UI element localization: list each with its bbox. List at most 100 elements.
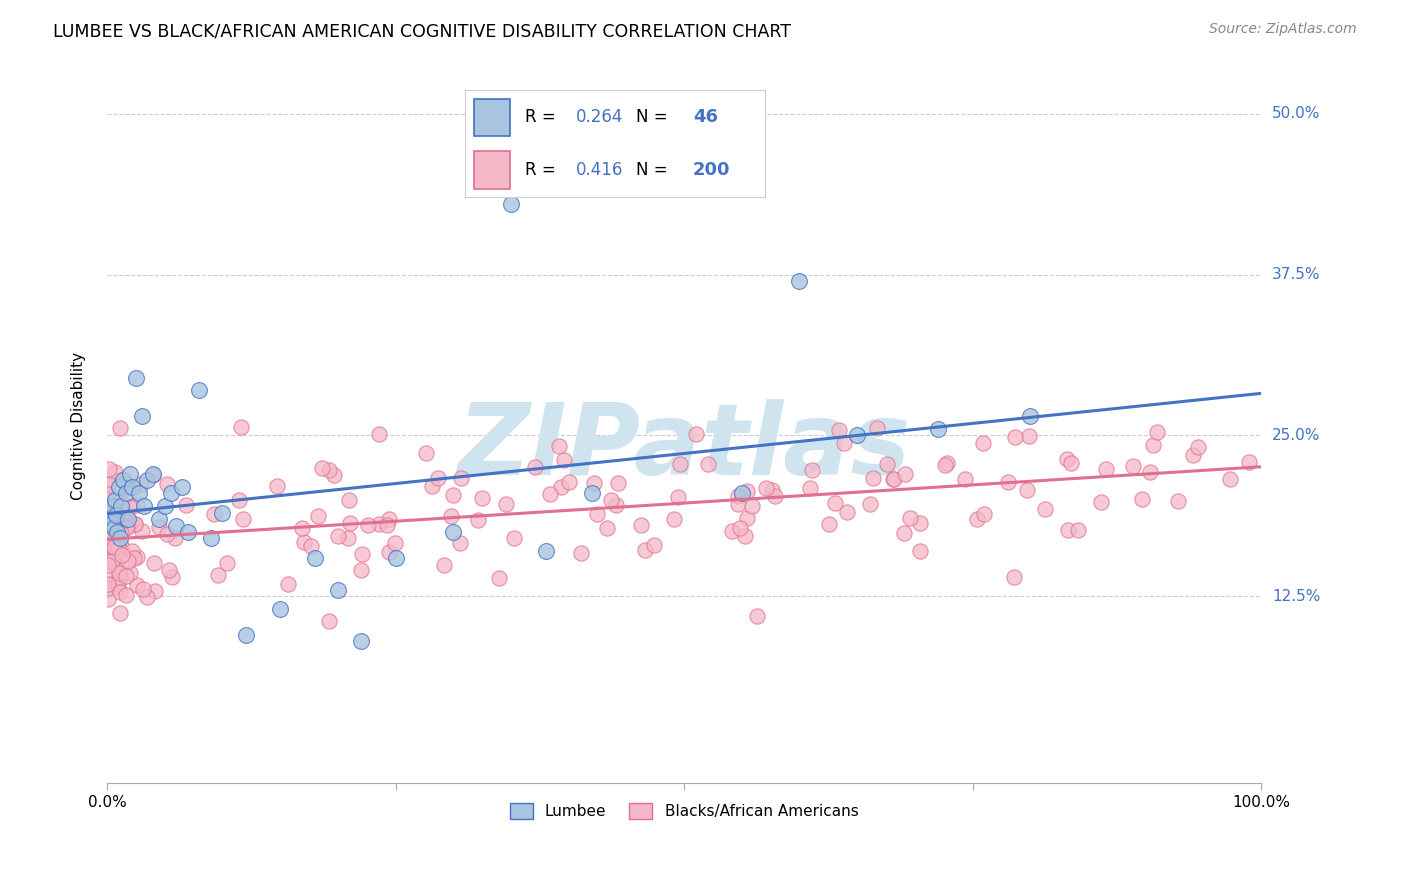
Point xyxy=(100,553,122,567)
Point xyxy=(973,507,995,521)
Point xyxy=(1018,429,1040,443)
Point xyxy=(105,508,128,523)
Point xyxy=(499,196,522,211)
Point xyxy=(908,544,931,558)
Point xyxy=(97,554,120,568)
Point xyxy=(1187,440,1209,454)
Point xyxy=(352,547,374,561)
Point xyxy=(176,498,198,512)
Point xyxy=(232,512,254,526)
Point xyxy=(97,511,120,525)
Point xyxy=(318,463,340,477)
Point xyxy=(669,457,692,471)
Point xyxy=(467,513,489,527)
Point xyxy=(323,468,346,483)
Point xyxy=(927,422,949,436)
Point xyxy=(266,478,288,492)
Point xyxy=(97,558,120,572)
Legend: Lumbee, Blacks/African Americans: Lumbee, Blacks/African Americans xyxy=(503,797,865,825)
Point xyxy=(97,592,120,607)
Point xyxy=(304,550,326,565)
Point xyxy=(311,461,333,475)
Point xyxy=(112,547,135,561)
Point xyxy=(103,534,125,549)
Point xyxy=(862,471,884,485)
Text: 37.5%: 37.5% xyxy=(1272,267,1320,282)
Point xyxy=(731,486,754,500)
Text: LUMBEE VS BLACK/AFRICAN AMERICAN COGNITIVE DISABILITY CORRELATION CHART: LUMBEE VS BLACK/AFRICAN AMERICAN COGNITI… xyxy=(53,22,792,40)
Point xyxy=(1181,448,1204,462)
Point xyxy=(789,274,811,288)
Point xyxy=(307,508,329,523)
Point xyxy=(893,526,915,541)
Point xyxy=(128,486,150,500)
Point xyxy=(1139,465,1161,479)
Point xyxy=(132,582,155,596)
Point xyxy=(235,628,257,642)
Point xyxy=(883,472,905,486)
Point xyxy=(503,532,526,546)
Point xyxy=(415,446,437,460)
Point xyxy=(142,467,165,481)
Point xyxy=(98,538,121,552)
Point xyxy=(876,458,898,472)
Point xyxy=(172,480,194,494)
Point xyxy=(117,554,139,568)
Point xyxy=(801,463,824,477)
Point xyxy=(228,492,250,507)
Point xyxy=(143,583,166,598)
Point xyxy=(350,634,373,648)
Point xyxy=(98,530,121,544)
Point xyxy=(110,606,132,620)
Point xyxy=(165,518,187,533)
Point xyxy=(1056,451,1078,466)
Point xyxy=(115,568,138,582)
Point xyxy=(763,489,786,503)
Point xyxy=(110,538,132,552)
Point xyxy=(441,524,464,539)
Point xyxy=(108,566,131,580)
Point xyxy=(337,531,360,545)
Point xyxy=(1122,458,1144,473)
Point xyxy=(107,551,129,566)
Point xyxy=(337,492,360,507)
Point xyxy=(101,524,124,539)
Point xyxy=(142,468,165,483)
Point xyxy=(935,457,957,471)
Point xyxy=(100,512,122,526)
Point xyxy=(115,512,138,526)
Point xyxy=(101,554,124,568)
Point xyxy=(495,497,517,511)
Point xyxy=(339,516,361,530)
Point xyxy=(200,532,222,546)
Point xyxy=(422,479,444,493)
Point xyxy=(824,495,846,509)
Point xyxy=(1219,472,1241,486)
Point xyxy=(121,480,143,494)
Point xyxy=(104,465,127,479)
Point xyxy=(110,518,132,533)
Point xyxy=(124,517,146,532)
Text: 50.0%: 50.0% xyxy=(1272,106,1320,121)
Point xyxy=(643,538,665,552)
Point xyxy=(107,480,129,494)
Point xyxy=(111,506,134,520)
Point xyxy=(1017,483,1039,498)
Point xyxy=(114,486,136,500)
Point xyxy=(1002,570,1025,584)
Point xyxy=(101,500,124,514)
Point xyxy=(1056,523,1078,537)
Point xyxy=(1142,438,1164,452)
Point xyxy=(557,475,579,489)
Point xyxy=(1167,494,1189,508)
Point xyxy=(1130,491,1153,506)
Point xyxy=(111,548,134,562)
Point xyxy=(162,570,184,584)
Point xyxy=(98,522,121,536)
Point xyxy=(112,474,135,488)
Point xyxy=(741,499,763,513)
Point xyxy=(664,512,686,526)
Point xyxy=(277,577,299,591)
Point xyxy=(1067,523,1090,537)
Point xyxy=(727,496,749,510)
